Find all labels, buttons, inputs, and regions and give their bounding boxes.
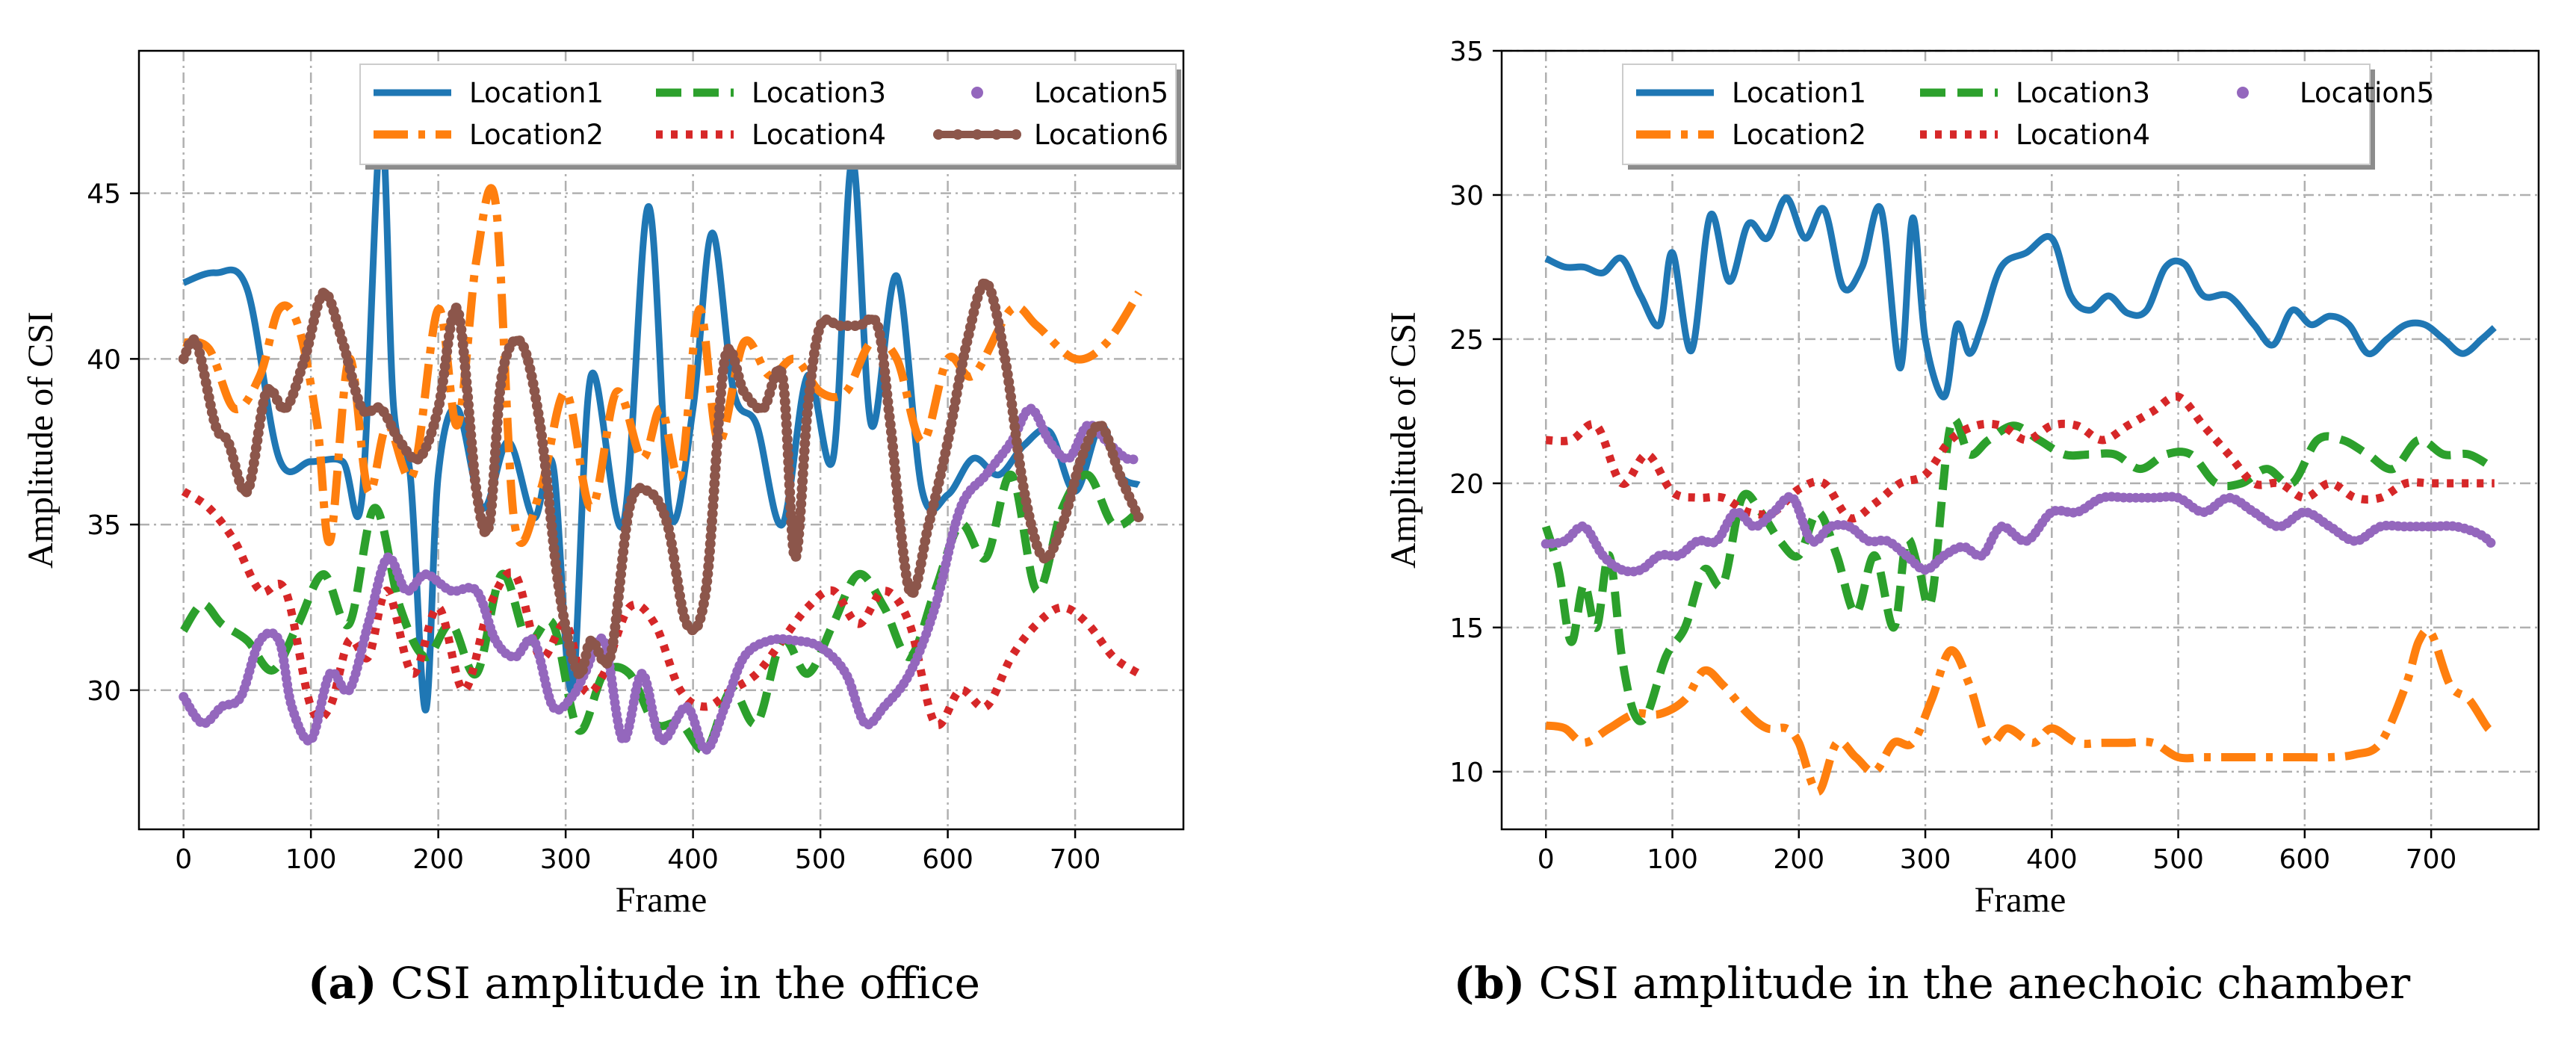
legend-label-location1: Location1 <box>469 77 604 109</box>
series-location1 <box>182 123 1141 714</box>
caption-a-tag: (a) <box>308 958 377 1009</box>
legend-label-location6: Location6 <box>1034 119 1168 151</box>
caption-a: (a) CSI amplitude in the office <box>0 958 1288 1009</box>
legend-a: Location1 Location2 Location3 Location4 Loca… <box>359 64 1181 170</box>
x-tick-label: 100 <box>1647 844 1698 875</box>
x-axis-title: Frame <box>1975 880 2066 920</box>
y-tick-label: 45 <box>87 179 121 210</box>
y-tick-label: 30 <box>87 676 121 707</box>
x-tick-label: 700 <box>1050 844 1101 875</box>
x-tick-label: 500 <box>795 844 846 875</box>
legend-label-location4: Location4 <box>752 119 886 151</box>
chart-b: 0 100 200 300 400 500 600 700 10 15 20 25 30 35 Frame A… <box>1384 37 2540 920</box>
panel-a: 0 100 200 300 400 500 600 700 30 35 40 45 Frame Ampli… <box>0 49 1288 1009</box>
y-tick-label: 15 <box>1449 613 1484 644</box>
x-axis-title: Frame <box>616 880 708 920</box>
legend-label-location3: Location3 <box>2016 77 2150 109</box>
x-tick-label: 0 <box>1538 844 1555 875</box>
legend-label-location5: Location5 <box>1034 77 1168 109</box>
axes-frame-b <box>1500 49 2540 831</box>
legend-box <box>359 64 1177 165</box>
caption-a-text: CSI amplitude in the office <box>390 958 980 1009</box>
x-tick-label: 400 <box>2026 844 2078 875</box>
legend-swatch-location6-dot <box>991 129 1002 140</box>
series-group-b <box>1541 194 2500 796</box>
legend-box <box>1622 64 2371 165</box>
axes-frame-a <box>137 49 1185 831</box>
y-tick-label: 35 <box>87 510 121 541</box>
legend-swatch-location6-dot <box>953 129 963 140</box>
series-location3 <box>1541 415 2497 725</box>
legend-b: Location1 Location2 Location3 Location4 Loca… <box>1622 64 2434 170</box>
y-axis-title: Amplitude of CSI <box>1384 312 1423 569</box>
legend-swatch-location6-dot <box>933 129 944 140</box>
legend-label-location3: Location3 <box>752 77 886 109</box>
x-tick-label: 600 <box>922 844 973 875</box>
y-tick-label: 35 <box>1449 37 1484 67</box>
legend-label-location4: Location4 <box>2016 119 2150 151</box>
x-tick-label: 200 <box>412 844 464 875</box>
y-tick-label: 40 <box>87 344 121 375</box>
x-tick-label: 100 <box>285 844 337 875</box>
series-group-a <box>178 123 1145 755</box>
y-tick-label: 20 <box>1449 469 1484 500</box>
x-tick-label: 300 <box>1900 844 1951 875</box>
chart-a: 0 100 200 300 400 500 600 700 30 35 40 45 Frame Ampli… <box>21 49 1185 920</box>
x-tick-label: 0 <box>175 844 192 875</box>
y-tick-label: 10 <box>1449 758 1484 788</box>
caption-b: (b) CSI amplitude in the anechoic chambe… <box>1288 958 2576 1009</box>
x-tick-label: 700 <box>2406 844 2457 875</box>
legend-label-location2: Location2 <box>469 119 604 151</box>
legend-label-location1: Location1 <box>1732 77 1866 109</box>
x-tick-label: 500 <box>2152 844 2204 875</box>
series-location6-markers <box>178 277 1145 681</box>
x-tick-label: 400 <box>667 844 719 875</box>
legend-swatch-location5 <box>971 87 983 99</box>
series-location2 <box>1545 626 2498 796</box>
caption-b-tag: (b) <box>1453 958 1526 1009</box>
legend-swatch-location6-dot <box>972 129 982 140</box>
legend-swatch-location6-dot <box>1011 129 1021 140</box>
series-location2 <box>182 184 1142 548</box>
series-location5 <box>179 403 1144 755</box>
legend-label-location2: Location2 <box>1732 119 1866 151</box>
series-location4 <box>181 487 1142 730</box>
y-tick-label: 30 <box>1449 181 1484 211</box>
legend-label-location5: Location5 <box>2300 77 2434 109</box>
caption-b-text: CSI amplitude in the anechoic chamber <box>1538 958 2411 1009</box>
panel-b: 0 100 200 300 400 500 600 700 10 15 20 25 30 35 Frame A… <box>1288 0 2576 1046</box>
series-location1 <box>1544 194 2497 400</box>
x-tick-label: 200 <box>1773 844 1824 875</box>
legend-swatch-location5 <box>2237 87 2249 99</box>
y-tick-label: 25 <box>1449 325 1484 356</box>
y-axis-title: Amplitude of CSI <box>21 312 61 569</box>
x-tick-label: 600 <box>2279 844 2330 875</box>
x-tick-label: 300 <box>540 844 592 875</box>
series-location5 <box>1541 492 2500 577</box>
series-location4 <box>1545 392 2495 523</box>
